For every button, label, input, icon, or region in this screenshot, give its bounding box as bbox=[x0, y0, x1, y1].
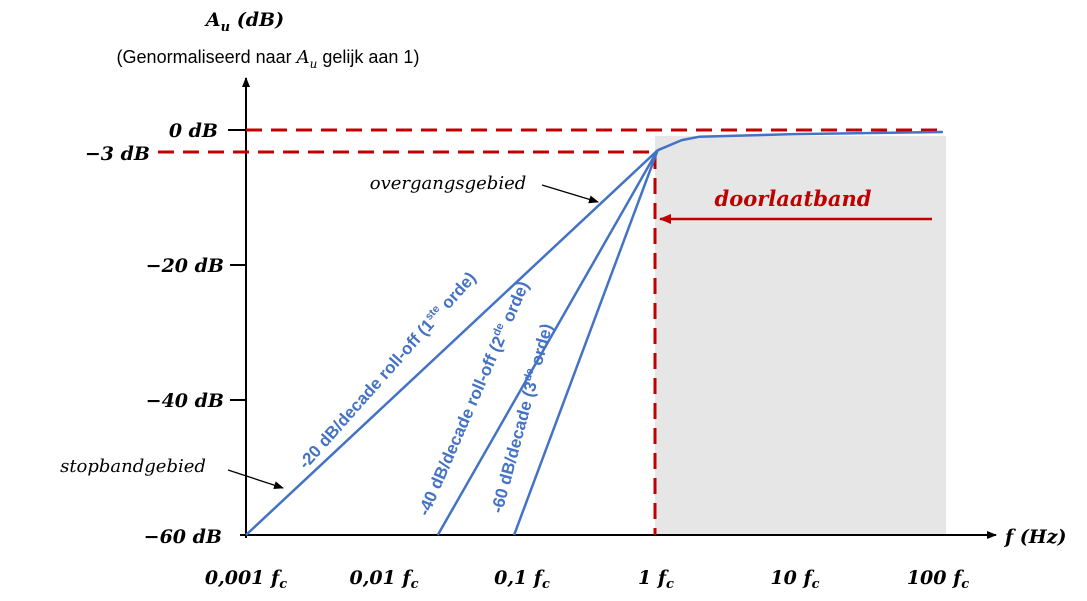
stopband-label: stopbandgebied bbox=[60, 456, 206, 477]
transition-arrow bbox=[541, 184, 599, 204]
passband-shading bbox=[655, 136, 946, 535]
x-tick-label: 0,001 fc bbox=[205, 567, 287, 592]
response-curves bbox=[245, 130, 943, 536]
y-tick-label: 0 dB bbox=[169, 120, 218, 142]
y-tick-label: −3 dB bbox=[85, 143, 150, 165]
order1-rolloff-line bbox=[245, 149, 659, 536]
x-tick-label: 0,01 fc bbox=[350, 567, 419, 592]
x-tick-label: 10 fc bbox=[770, 567, 819, 592]
y-tick-label: −60 dB bbox=[144, 526, 222, 548]
x-tick-label: 1 fc bbox=[638, 567, 674, 592]
x-tick-label: 0,1 fc bbox=[494, 567, 550, 592]
order3-rolloff-line bbox=[512, 149, 659, 536]
passband-response-line bbox=[657, 130, 943, 152]
y-axis-title: Au (dB) bbox=[204, 9, 284, 35]
stopband-arrow bbox=[227, 469, 284, 490]
x-tick-label: 100 fc bbox=[907, 567, 969, 592]
y-tick-label: −40 dB bbox=[146, 390, 224, 412]
transition-label: overgangsgebied bbox=[370, 173, 527, 194]
y-ticks: 0 dB −3 dB −20 dB −40 dB −60 dB bbox=[85, 120, 246, 548]
y-axis-subtitle: (Genormaliseerd naar Au gelijk aan 1) bbox=[117, 47, 420, 71]
passband-label: doorlaatband bbox=[715, 186, 872, 211]
y-tick-label: −20 dB bbox=[146, 255, 224, 277]
x-axis-title: f (Hz) bbox=[1003, 526, 1067, 548]
x-ticks: 0,001 fc 0,01 fc 0,1 fc 1 fc 10 fc 100 f… bbox=[205, 567, 969, 592]
order2-rolloff-line bbox=[436, 149, 659, 536]
